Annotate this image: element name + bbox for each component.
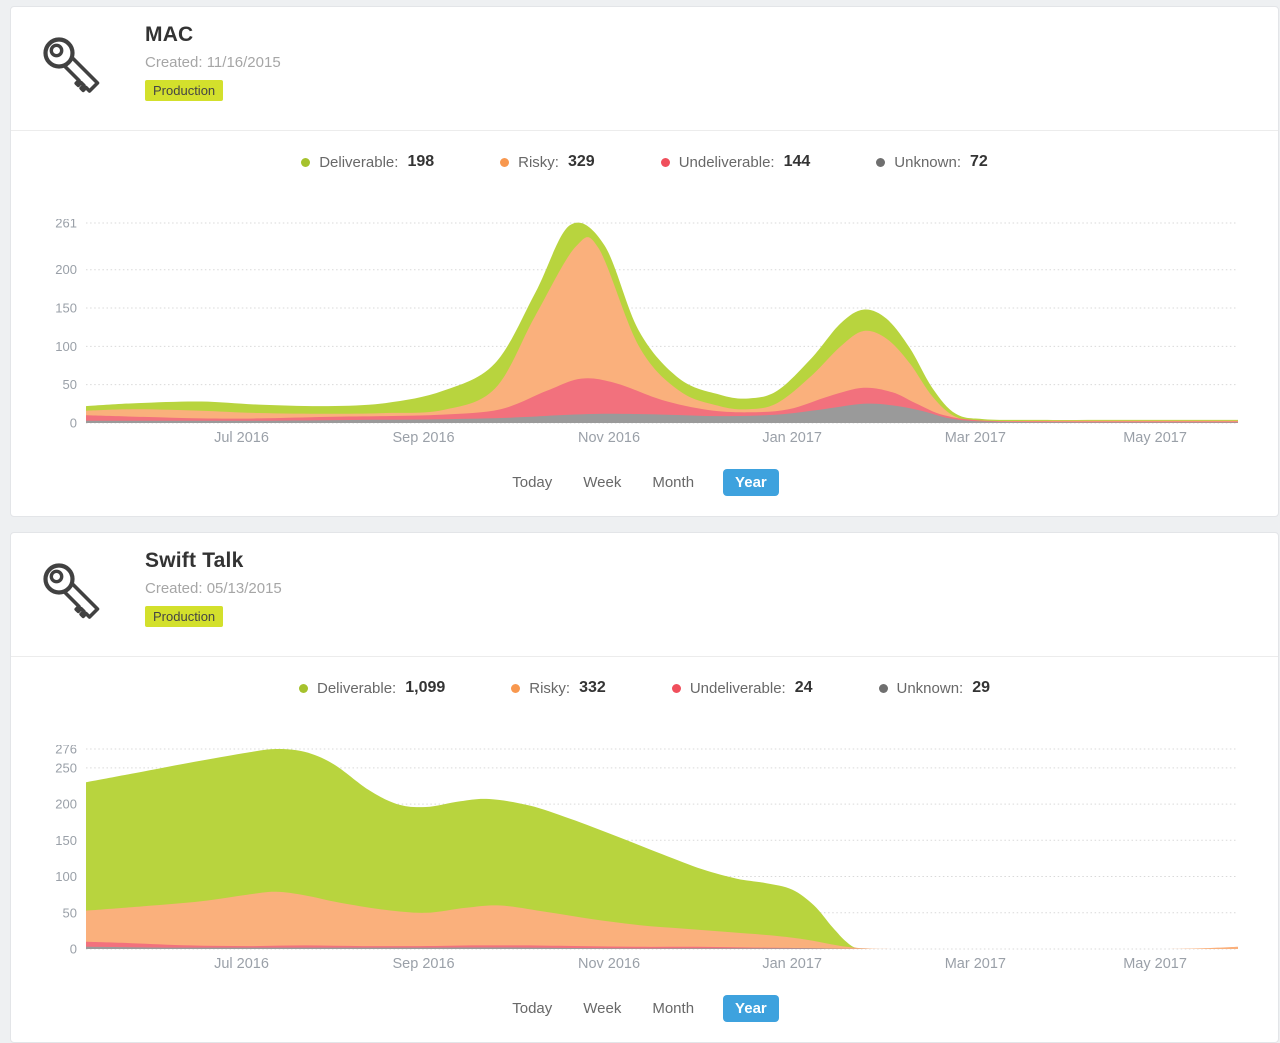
year-button[interactable]: Year: [723, 995, 779, 1022]
legend-label: Unknown:: [894, 153, 961, 171]
svg-text:Jan 2017: Jan 2017: [762, 956, 822, 972]
legend-value: 29: [972, 679, 990, 696]
svg-text:Nov 2016: Nov 2016: [578, 956, 640, 972]
area-chart-mac: 261 200 150 100 50 0 Jul 2016 Sep 2016 Nov 2016 J…: [55, 219, 1238, 446]
created-date: Created: 05/13/2015: [145, 580, 282, 597]
legend-label: Unknown:: [896, 679, 964, 697]
today-button[interactable]: Today: [510, 996, 554, 1021]
period-selector: Today Week Month Year: [11, 469, 1278, 496]
legend-item-undeliverable: Undeliverable: 24: [671, 679, 813, 697]
svg-text:Jul 2016: Jul 2016: [214, 956, 269, 972]
deliverable-dot-icon: [301, 157, 311, 167]
legend-label: Deliverable:: [319, 153, 399, 171]
key-icon: [39, 33, 103, 97]
period-selector: Today Week Month Year: [11, 995, 1278, 1022]
key-icon: [39, 559, 103, 623]
svg-text:0: 0: [70, 416, 77, 431]
month-button[interactable]: Month: [650, 470, 696, 495]
svg-text:200: 200: [55, 262, 77, 277]
legend-item-unknown: Unknown: 72: [876, 153, 988, 171]
legend-label: Undeliverable:: [689, 679, 786, 697]
unknown-dot-icon: [878, 683, 888, 693]
card-header: Swift Talk Created: 05/13/2015 Productio…: [11, 533, 1278, 657]
svg-text:50: 50: [63, 905, 77, 920]
svg-text:276: 276: [55, 745, 77, 757]
deliverable-dot-icon: [299, 683, 308, 693]
svg-text:150: 150: [55, 833, 77, 848]
area-chart-swift-talk: 276 250 200 150 100 50 0 Jul 2016 Sep 2016 Nov 20…: [55, 745, 1238, 972]
svg-text:0: 0: [70, 942, 77, 957]
legend-label: Risky:: [529, 679, 571, 697]
unknown-dot-icon: [876, 157, 886, 167]
svg-text:Sep 2016: Sep 2016: [392, 956, 454, 972]
api-keys-dashboard: MAC Created: 11/16/2015 Production Deliv…: [0, 6, 1280, 1043]
week-button[interactable]: Week: [581, 996, 623, 1021]
api-key-card-mac: MAC Created: 11/16/2015 Production Deliv…: [10, 6, 1279, 517]
week-button[interactable]: Week: [581, 470, 623, 495]
card-title: MAC: [145, 23, 194, 46]
risky-dot-icon: [511, 683, 521, 693]
month-button[interactable]: Month: [650, 996, 696, 1021]
svg-text:Mar 2017: Mar 2017: [945, 956, 1006, 972]
undeliverable-dot-icon: [660, 157, 670, 167]
svg-text:261: 261: [55, 219, 77, 231]
production-badge: Production: [145, 80, 224, 101]
card-header: MAC Created: 11/16/2015 Production: [11, 7, 1278, 131]
legend-item-deliverable: Deliverable: 1,099: [299, 679, 445, 697]
legend-value: 198: [407, 153, 435, 170]
risky-dot-icon: [500, 157, 510, 167]
svg-text:Nov 2016: Nov 2016: [578, 430, 640, 446]
legend-label: Undeliverable:: [678, 153, 775, 171]
legend-value: 329: [567, 153, 595, 170]
card-title: Swift Talk: [145, 549, 244, 572]
legend-value: 72: [969, 153, 988, 170]
legend-value: 24: [794, 679, 813, 696]
svg-text:Jul 2016: Jul 2016: [214, 430, 269, 446]
legend-item-deliverable: Deliverable: 198: [301, 153, 434, 171]
svg-text:100: 100: [55, 339, 77, 354]
svg-text:100: 100: [55, 869, 77, 884]
undeliverable-dot-icon: [671, 683, 681, 693]
svg-text:200: 200: [55, 797, 77, 812]
legend-value: 332: [579, 679, 606, 696]
year-button[interactable]: Year: [723, 469, 779, 496]
created-date: Created: 11/16/2015: [145, 54, 281, 71]
legend-label: Risky:: [518, 153, 559, 171]
svg-text:250: 250: [55, 760, 77, 775]
legend-item-risky: Risky: 332: [511, 679, 606, 697]
legend-item-unknown: Unknown: 29: [878, 679, 990, 697]
chart-legend: Deliverable: 1,099 Risky: 332 Undelivera…: [11, 679, 1278, 697]
legend-value: 144: [783, 153, 811, 170]
svg-text:Mar 2017: Mar 2017: [945, 430, 1006, 446]
today-button[interactable]: Today: [510, 470, 554, 495]
legend-item-undeliverable: Undeliverable: 144: [660, 153, 811, 171]
svg-text:May 2017: May 2017: [1123, 430, 1187, 446]
svg-text:Jan 2017: Jan 2017: [762, 430, 822, 446]
legend-label: Deliverable:: [317, 679, 397, 697]
svg-text:50: 50: [63, 377, 77, 392]
api-key-card-swift-talk: Swift Talk Created: 05/13/2015 Productio…: [10, 532, 1279, 1043]
svg-text:May 2017: May 2017: [1123, 956, 1187, 972]
production-badge: Production: [145, 606, 224, 627]
legend-item-risky: Risky: 329: [500, 153, 595, 171]
legend-value: 1,099: [405, 679, 446, 696]
svg-text:150: 150: [55, 301, 77, 316]
svg-text:Sep 2016: Sep 2016: [392, 430, 454, 446]
chart-legend: Deliverable: 198 Risky: 329 Undeliverabl…: [11, 153, 1278, 171]
